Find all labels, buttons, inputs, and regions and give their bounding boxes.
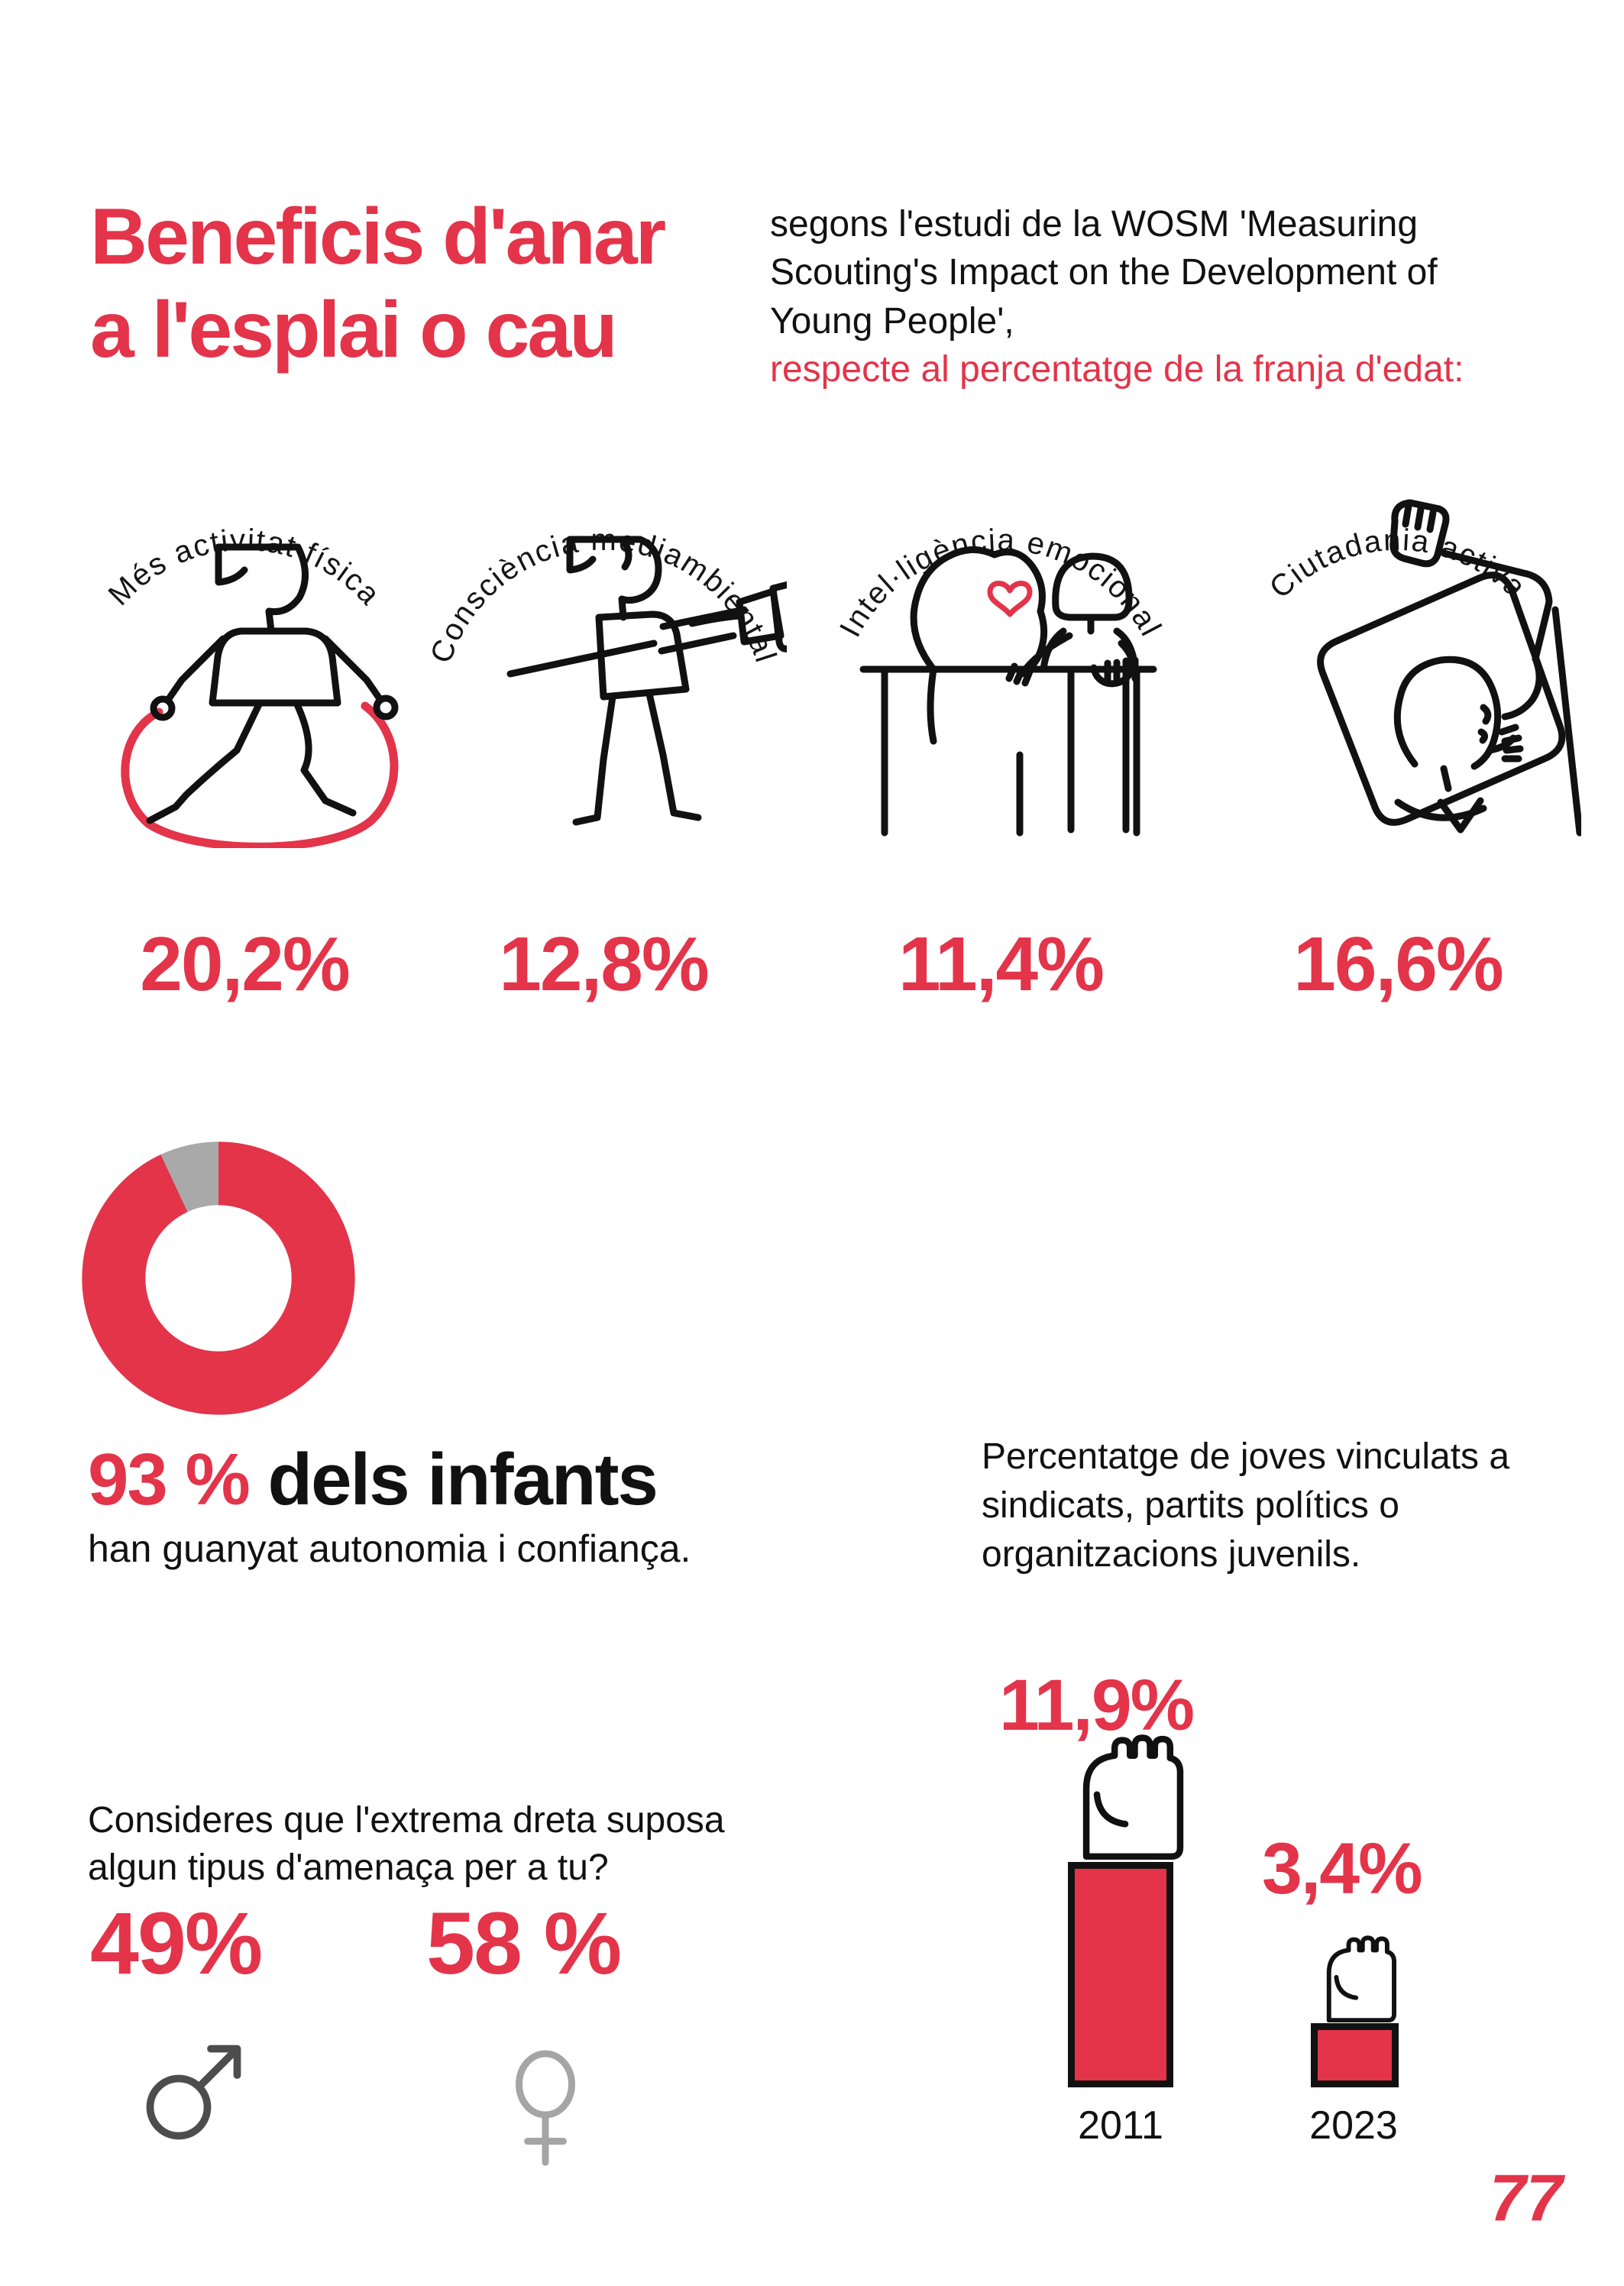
subtitle-source: segons l'estudi de la WOSM 'Measuring Sc… <box>770 204 1438 342</box>
donut-chart <box>82 1141 355 1415</box>
page-title: Beneficis d'anar a l'esplai o cau <box>90 191 666 377</box>
membership-description: Percentatge de joves vinculats a sindica… <box>982 1436 1510 1575</box>
donut-value-label: 93 % <box>88 1439 251 1520</box>
subtitle: segons l'estudi de la WOSM 'Measuring Sc… <box>770 200 1542 393</box>
benefit-value: 16,6% <box>1293 921 1504 1007</box>
female-symbol-icon <box>516 2050 575 2166</box>
bar-year-label: 2023 <box>1309 2103 1398 2148</box>
benefit-value: 11,4% <box>898 921 1105 1007</box>
male-symbol-icon <box>146 2045 241 2140</box>
raised-fist-icon <box>1326 1935 1396 2022</box>
donut-headline-rest: dels infants <box>267 1439 658 1520</box>
heart-icon <box>987 581 1033 617</box>
jump-rope-person-icon: Més activitat física <box>102 523 399 848</box>
membership-bar <box>1311 2023 1399 2087</box>
threat-answer-female: 58 % <box>426 1895 622 1993</box>
donut-subline: han guanyat autonomia i confiança. <box>88 1527 691 1570</box>
benefit-value: 12,8% <box>499 921 710 1007</box>
bar-year-label: 2011 <box>1078 2103 1163 2148</box>
donut-headline: 93 % dels infants <box>88 1438 658 1522</box>
benefit-value: 20,2% <box>140 921 351 1007</box>
person-unplugging-icon: Consciència mediambiental <box>424 523 787 826</box>
subtitle-note: respecte al percentatge de la franja d'e… <box>770 349 1464 390</box>
membership-bar <box>1068 1862 1173 2087</box>
friends-hug-heart-icon: Intel·ligència emocional <box>833 523 1166 837</box>
page-title-line2: a l'esplai o cau <box>90 285 618 374</box>
page-number: 77 <box>1490 2161 1563 2235</box>
membership-bar-value: 11,9% <box>999 1665 1195 1746</box>
page-title-line1: Beneficis d'anar <box>90 193 666 281</box>
threat-answer-male: 49% <box>90 1895 263 1993</box>
raised-fist-icon <box>1082 1734 1184 1860</box>
threat-question: Consideres que l'extrema dreta suposa al… <box>88 1800 725 1889</box>
person-raised-fist-icon: Ciutadania activa <box>1263 499 1581 837</box>
membership-bar-value: 3,4% <box>1262 1828 1423 1909</box>
donut-value-arc <box>82 1141 355 1415</box>
